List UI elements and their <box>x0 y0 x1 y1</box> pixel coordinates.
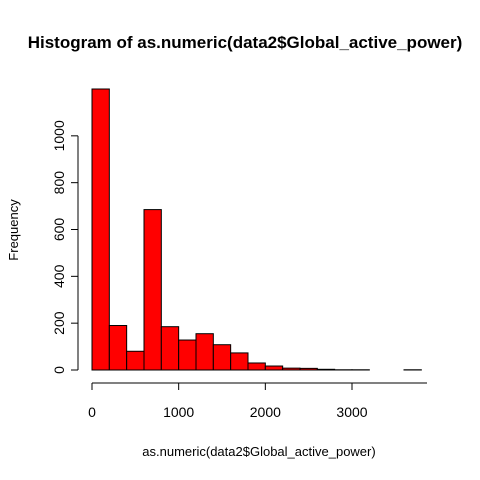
histogram-bar <box>247 362 266 371</box>
chart-title: Histogram of as.numeric(data2$Global_act… <box>28 33 463 52</box>
histogram-bar <box>178 339 197 371</box>
y-tick-label: 600 <box>51 218 67 242</box>
y-axis: 0 200 400 600 800 1000 <box>51 120 79 374</box>
histogram-bar <box>160 326 180 371</box>
histogram-bars <box>91 88 422 371</box>
histogram-bar <box>212 344 232 371</box>
histogram-bar <box>143 209 162 371</box>
x-axis-label: as.numeric(data2$Global_active_power) <box>142 444 375 459</box>
x-tick-label: 0 <box>88 404 96 420</box>
x-tick-label: 1000 <box>163 404 194 420</box>
histogram-bar <box>316 368 336 371</box>
histogram-bar <box>195 333 214 371</box>
y-tick-label: 200 <box>51 311 67 335</box>
x-axis: 0 1000 2000 3000 <box>88 382 427 420</box>
y-axis-label: Frequency <box>6 199 21 261</box>
histogram-bar <box>282 367 301 371</box>
y-tick-label: 800 <box>51 171 67 195</box>
y-tick-label: 0 <box>51 366 67 374</box>
y-tick-label: 1000 <box>51 120 67 151</box>
y-tick-label: 400 <box>51 264 67 288</box>
histogram-bar <box>108 325 128 371</box>
histogram-bar <box>126 350 145 371</box>
histogram-bar <box>91 88 110 371</box>
x-tick-label: 3000 <box>336 404 367 420</box>
histogram-bar <box>264 365 284 371</box>
x-tick-label: 2000 <box>250 404 281 420</box>
histogram-bar <box>230 352 249 371</box>
histogram-bar <box>299 367 318 371</box>
